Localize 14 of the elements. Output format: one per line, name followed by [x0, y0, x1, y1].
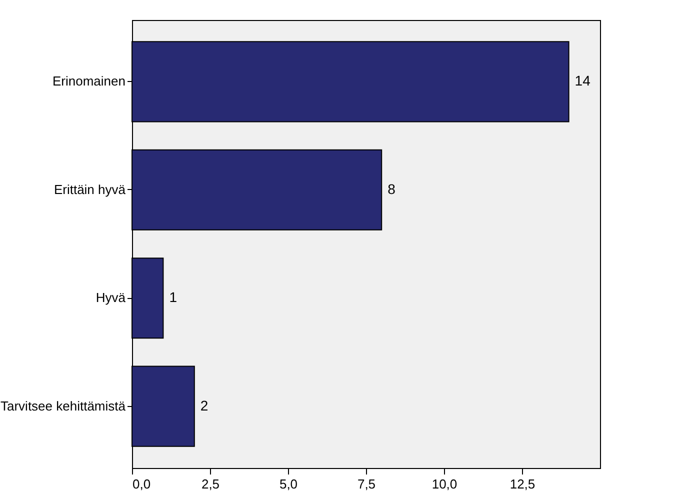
- data-label: 2: [200, 397, 208, 414]
- data-label: 14: [574, 72, 591, 89]
- x-tick-label: 0,0: [132, 476, 151, 492]
- y-tick-label: Hyvä: [96, 290, 126, 306]
- y-tick-label: Erittäin hyvä: [54, 182, 126, 197]
- x-tick-label: 12,5: [510, 476, 536, 492]
- y-tick-label: Tarvitsee kehittämistä: [0, 398, 126, 414]
- data-label: 1: [169, 289, 178, 306]
- x-tick-label: 2,5: [201, 476, 220, 492]
- y-tick-label: Erinomainen: [52, 74, 126, 89]
- x-tick-label: 10,0: [432, 476, 458, 492]
- x-tick-label: 5,0: [279, 476, 298, 492]
- x-tick-label: 7,5: [357, 476, 376, 492]
- data-label: 8: [388, 180, 396, 197]
